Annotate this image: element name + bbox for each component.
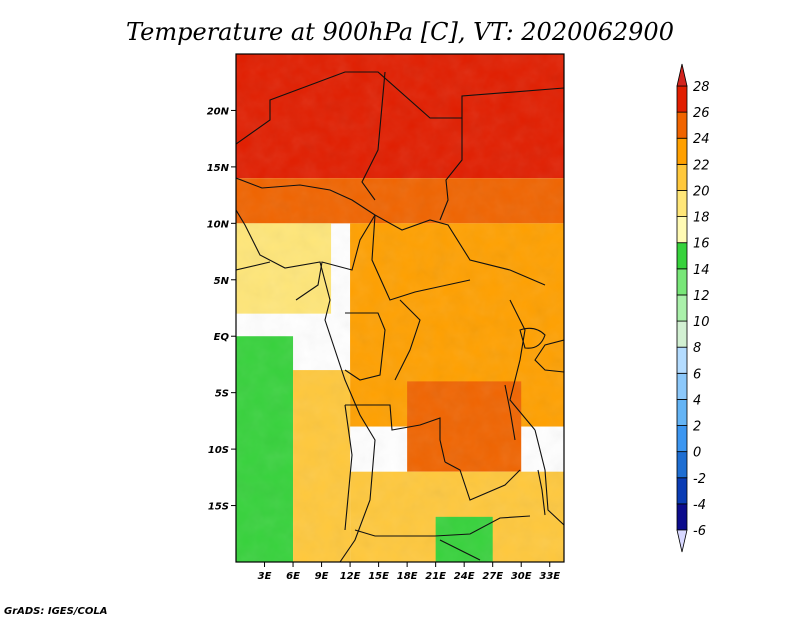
x-tick-label: 15E <box>368 571 389 582</box>
x-tick-label: 33E <box>539 571 560 582</box>
border-line <box>295 214 376 301</box>
lake-tanganyika <box>504 384 516 441</box>
colorbar-label: 4 <box>693 393 701 408</box>
chart-title: Temperature at 900hPa [C], VT: 202006290… <box>126 18 674 46</box>
y-tick-label: 5N <box>214 276 230 287</box>
border-line <box>439 118 463 221</box>
border-line <box>236 71 564 145</box>
border-line <box>345 404 446 463</box>
border-line <box>354 515 531 537</box>
y-tick-label: EQ <box>214 332 230 343</box>
colorbar-box <box>676 372 688 400</box>
x-tick-label: 12E <box>340 571 361 582</box>
x-tick-label: 9E <box>315 571 329 582</box>
colorbar-box <box>676 294 688 322</box>
border-line <box>371 214 471 301</box>
colorbar-box <box>676 503 688 531</box>
colorbar-box <box>676 216 688 244</box>
border-line <box>236 261 271 271</box>
border-line <box>534 429 564 526</box>
border-line <box>534 339 564 373</box>
colorbar-box <box>676 242 688 270</box>
border-line <box>509 299 536 431</box>
colorbar-box <box>676 451 688 479</box>
x-tick-label: 27E <box>482 571 503 582</box>
y-tick-label: 10N <box>207 219 230 230</box>
colorbar-label: -6 <box>693 524 706 539</box>
border-line <box>344 404 353 531</box>
colorbar-label: 10 <box>693 315 710 330</box>
y-tick-label: 10S <box>208 445 229 456</box>
colorbar-box <box>676 190 688 217</box>
colorbar-box <box>676 399 688 426</box>
colorbar-label: -4 <box>693 498 706 513</box>
colorbar-label: 28 <box>693 80 710 95</box>
colorbar-box <box>676 477 688 505</box>
colorbar-label: 14 <box>693 263 710 278</box>
colorbar-box <box>676 320 688 348</box>
colorbar-label: 6 <box>693 367 701 382</box>
coastline <box>236 209 376 562</box>
border-line <box>236 177 376 216</box>
x-tick-label: 6E <box>286 571 300 582</box>
colorbar-box <box>676 111 688 139</box>
colorbar-box <box>676 346 688 374</box>
colorbar-label: 22 <box>693 158 710 173</box>
lake-victoria <box>519 327 546 349</box>
colorbar-label: 20 <box>693 184 710 199</box>
map-panel <box>236 54 564 562</box>
y-tick-label: 15N <box>207 163 230 174</box>
y-tick-label: 5S <box>215 389 229 400</box>
border-line <box>444 461 521 501</box>
colorbar-label: 16 <box>693 237 710 252</box>
field-texture <box>236 54 564 562</box>
map-frame <box>235 53 565 563</box>
colorbar-box <box>676 268 688 296</box>
colorbar-label: 0 <box>693 446 701 461</box>
country-borders <box>236 71 564 562</box>
x-tick-label: 21E <box>425 571 446 582</box>
lake-malawi <box>537 469 546 516</box>
colorbar-box <box>676 425 688 453</box>
border-line <box>394 299 421 381</box>
colorbar-label: 26 <box>693 106 710 121</box>
x-tick-label: 24E <box>454 571 475 582</box>
x-tick-label: 18E <box>397 571 418 582</box>
border-line <box>374 214 546 286</box>
border-line <box>439 539 481 561</box>
x-axis-ticks: 3E 6E 9E 12E 15E 18E 21E 24E 27E 30E 33E <box>258 562 560 582</box>
y-axis-ticks: 20N 15N 10N 5N EQ 5S 10S 15S <box>207 106 236 513</box>
border-line <box>344 312 386 381</box>
colorbar-min-arrow <box>676 529 688 553</box>
colorbar-label: 2 <box>693 420 701 435</box>
y-tick-label: 20N <box>207 106 230 117</box>
colorbar-max-arrow <box>676 63 688 87</box>
colorbar-label: 18 <box>693 211 710 226</box>
colorbar-label: -2 <box>693 472 706 487</box>
colorbar-box <box>676 85 688 113</box>
colorbar-box <box>676 163 688 191</box>
x-tick-label: 3E <box>258 571 272 582</box>
x-tick-label: 30E <box>511 571 532 582</box>
colorbar-label: 24 <box>693 132 710 147</box>
grads-credit: GrADS: IGES/COLA <box>4 606 107 617</box>
y-tick-label: 15S <box>208 502 229 513</box>
border-line <box>361 71 386 201</box>
colorbar-label: 8 <box>693 341 701 356</box>
colorbar-label: 12 <box>693 289 710 304</box>
colorbar-box <box>676 137 688 165</box>
